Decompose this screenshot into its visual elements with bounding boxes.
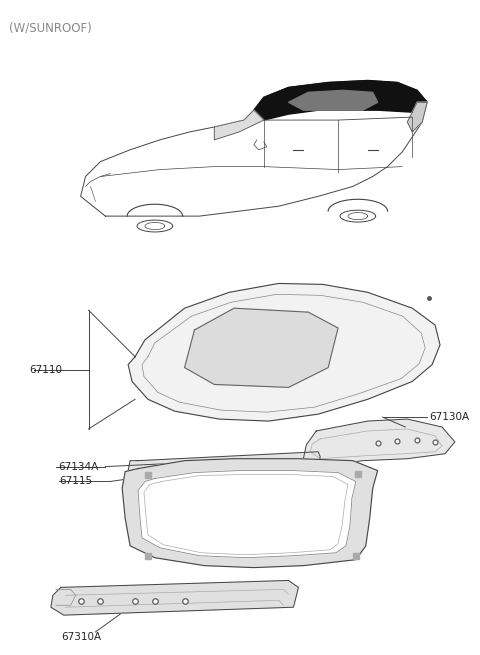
Text: 67130A: 67130A [429, 412, 469, 422]
Polygon shape [51, 580, 299, 615]
Polygon shape [128, 452, 320, 476]
Polygon shape [254, 81, 427, 120]
Polygon shape [288, 90, 378, 110]
Polygon shape [303, 419, 455, 466]
Polygon shape [122, 458, 378, 568]
Polygon shape [214, 110, 264, 140]
Text: (W/SUNROOF): (W/SUNROOF) [9, 21, 92, 34]
Text: 67134A: 67134A [58, 462, 98, 472]
Polygon shape [408, 102, 427, 132]
Polygon shape [185, 309, 338, 387]
Text: 67110: 67110 [29, 365, 62, 375]
Text: 67310A: 67310A [61, 632, 101, 642]
Polygon shape [128, 284, 440, 421]
Polygon shape [138, 470, 356, 557]
Text: 67115: 67115 [59, 476, 92, 487]
